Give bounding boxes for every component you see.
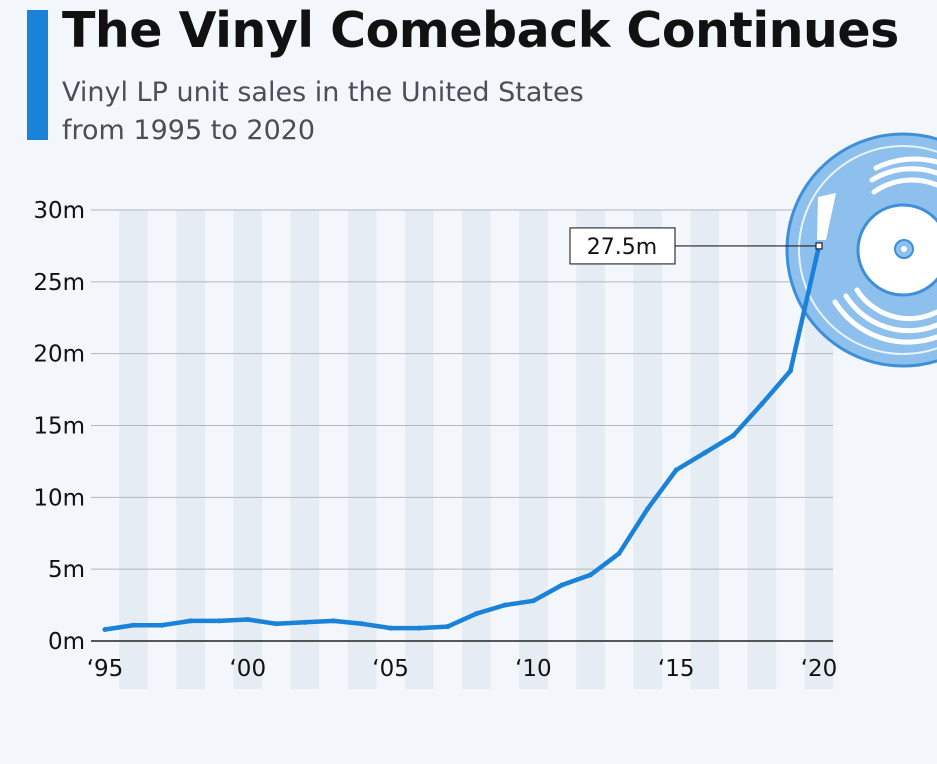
data-point (245, 616, 251, 622)
year-band (290, 210, 320, 689)
y-tick-label: 25m (33, 270, 85, 296)
data-point (502, 602, 508, 608)
y-tick-label: 30m (33, 198, 85, 224)
year-band (233, 210, 263, 689)
gridlines (91, 209, 833, 570)
data-point (645, 506, 651, 512)
chart-subtitle: Vinyl LP unit sales in the United States… (62, 77, 584, 146)
data-point (616, 550, 622, 556)
value-annotation: 27.5m (569, 227, 823, 265)
x-tick-label: ‘20 (801, 656, 838, 682)
x-tick-label: ‘00 (230, 656, 267, 682)
vinyl-record-icon (785, 132, 937, 368)
data-point (473, 611, 479, 617)
annotation-label: 27.5m (587, 235, 657, 260)
data-point (445, 624, 451, 630)
year-band (576, 210, 605, 689)
y-tick-label: 5m (48, 557, 85, 583)
title-accent-bar (27, 10, 48, 140)
x-tick-label: ‘95 (87, 656, 124, 682)
y-tick-label: 20m (33, 342, 85, 368)
x-tick-label: ‘10 (515, 656, 552, 682)
y-tick-label: 10m (33, 485, 85, 511)
chart-title: The Vinyl Comeback Continues (62, 2, 899, 59)
data-point (588, 572, 594, 578)
data-point (787, 368, 793, 374)
year-band (404, 210, 434, 689)
x-tick-label: ‘05 (372, 656, 409, 682)
data-point (131, 622, 137, 628)
year-band (747, 210, 777, 689)
year-band (519, 210, 548, 689)
data-point (102, 627, 108, 633)
data-point (273, 621, 279, 627)
year-band (176, 210, 205, 689)
annotation-marker (815, 242, 823, 250)
data-point (759, 401, 765, 407)
x-tick-label: ‘15 (658, 656, 695, 682)
series-group (102, 243, 822, 633)
x-axis-ticks: ‘95 ‘00 ‘05 ‘10 ‘15 ‘20 (87, 656, 838, 682)
annotation-box (569, 227, 676, 265)
data-point (388, 625, 394, 631)
data-point (730, 433, 736, 439)
data-point (559, 582, 565, 588)
data-point (359, 621, 365, 627)
year-band (633, 210, 662, 689)
data-point (330, 618, 336, 624)
data-point (673, 467, 679, 473)
year-band (347, 210, 377, 689)
data-point (530, 598, 536, 604)
year-band (119, 210, 148, 689)
y-axis-ticks: 0m 5m 10m 15m 20m 25m 30m (33, 198, 85, 655)
data-point (216, 618, 222, 624)
data-point (159, 622, 165, 628)
data-point (416, 625, 422, 631)
y-tick-label: 15m (33, 414, 85, 440)
data-point (702, 450, 708, 456)
series-line (102, 243, 822, 632)
data-point (302, 619, 308, 625)
data-point (188, 618, 194, 624)
y-tick-label: 0m (48, 629, 85, 655)
